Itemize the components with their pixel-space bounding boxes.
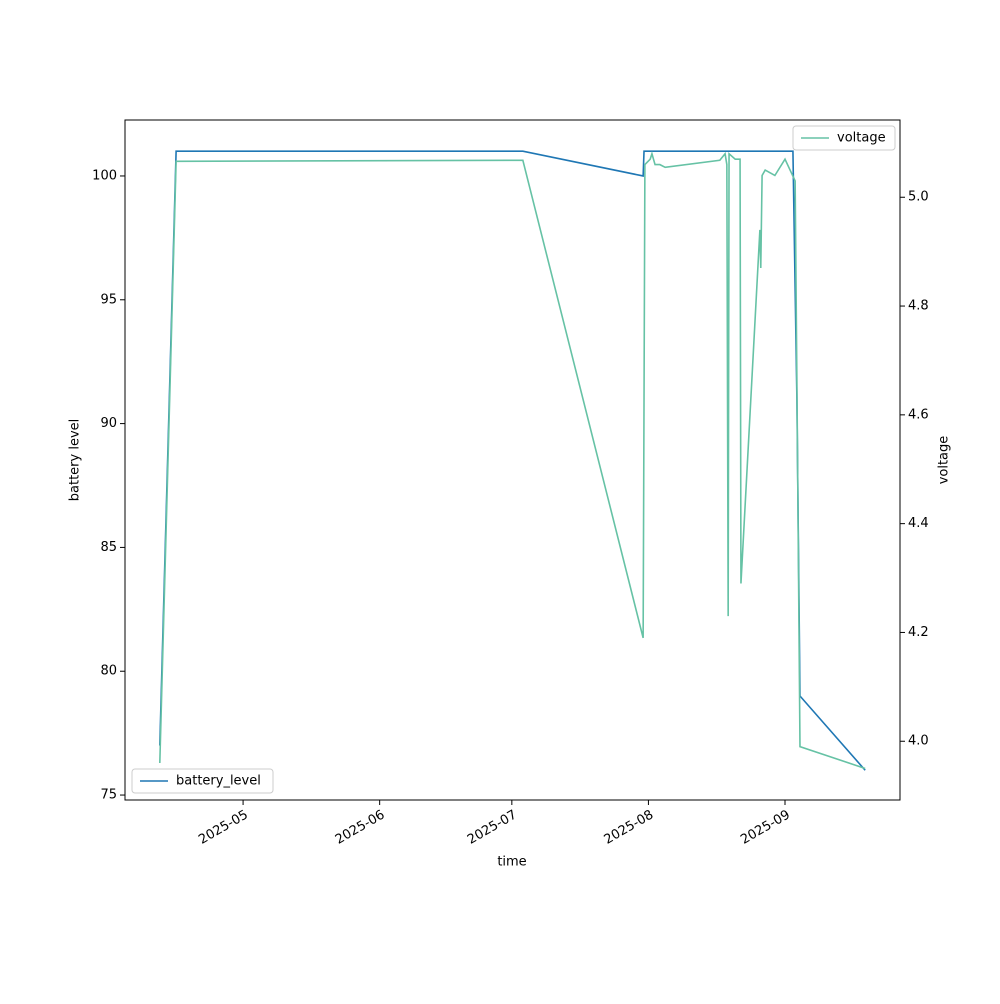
y-tick-label: 80: [100, 664, 117, 679]
y-tick-label: 75: [100, 788, 117, 803]
y-tick-label: 85: [100, 540, 117, 555]
y2-tick-label: 4.8: [908, 299, 929, 314]
legend-label: voltage: [837, 131, 886, 146]
x-tick-label: 2025-05: [196, 808, 251, 848]
y2-tick-label: 5.0: [908, 190, 929, 205]
line: [159, 150, 866, 770]
legend-box: [792, 125, 896, 151]
y2-tick-label: 4.2: [908, 625, 929, 640]
x-tick-label: 2025-06: [333, 808, 388, 848]
y-tick-label: 90: [100, 416, 117, 431]
y2-tick-label: 4.4: [908, 516, 929, 531]
y2-tick-label: 4.6: [908, 407, 929, 422]
y2-tick-label: 4.0: [908, 734, 929, 749]
y-axis-label: battery level: [68, 419, 83, 502]
y2-axis-label: voltage: [937, 436, 952, 485]
y-tick-label: 100: [92, 168, 117, 183]
x-axis-label: time: [497, 855, 526, 870]
legend-box: [131, 768, 274, 794]
plot-frame: [124, 119, 901, 801]
legend-label: battery_level: [176, 774, 261, 789]
x-tick-label: 2025-09: [738, 808, 793, 848]
x-tick-label: 2025-08: [602, 808, 657, 848]
x-tick-label: 2025-07: [465, 808, 520, 848]
y-tick-label: 95: [100, 292, 117, 307]
